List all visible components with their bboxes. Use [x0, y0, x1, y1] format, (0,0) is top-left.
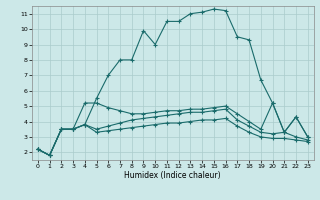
X-axis label: Humidex (Indice chaleur): Humidex (Indice chaleur) [124, 171, 221, 180]
